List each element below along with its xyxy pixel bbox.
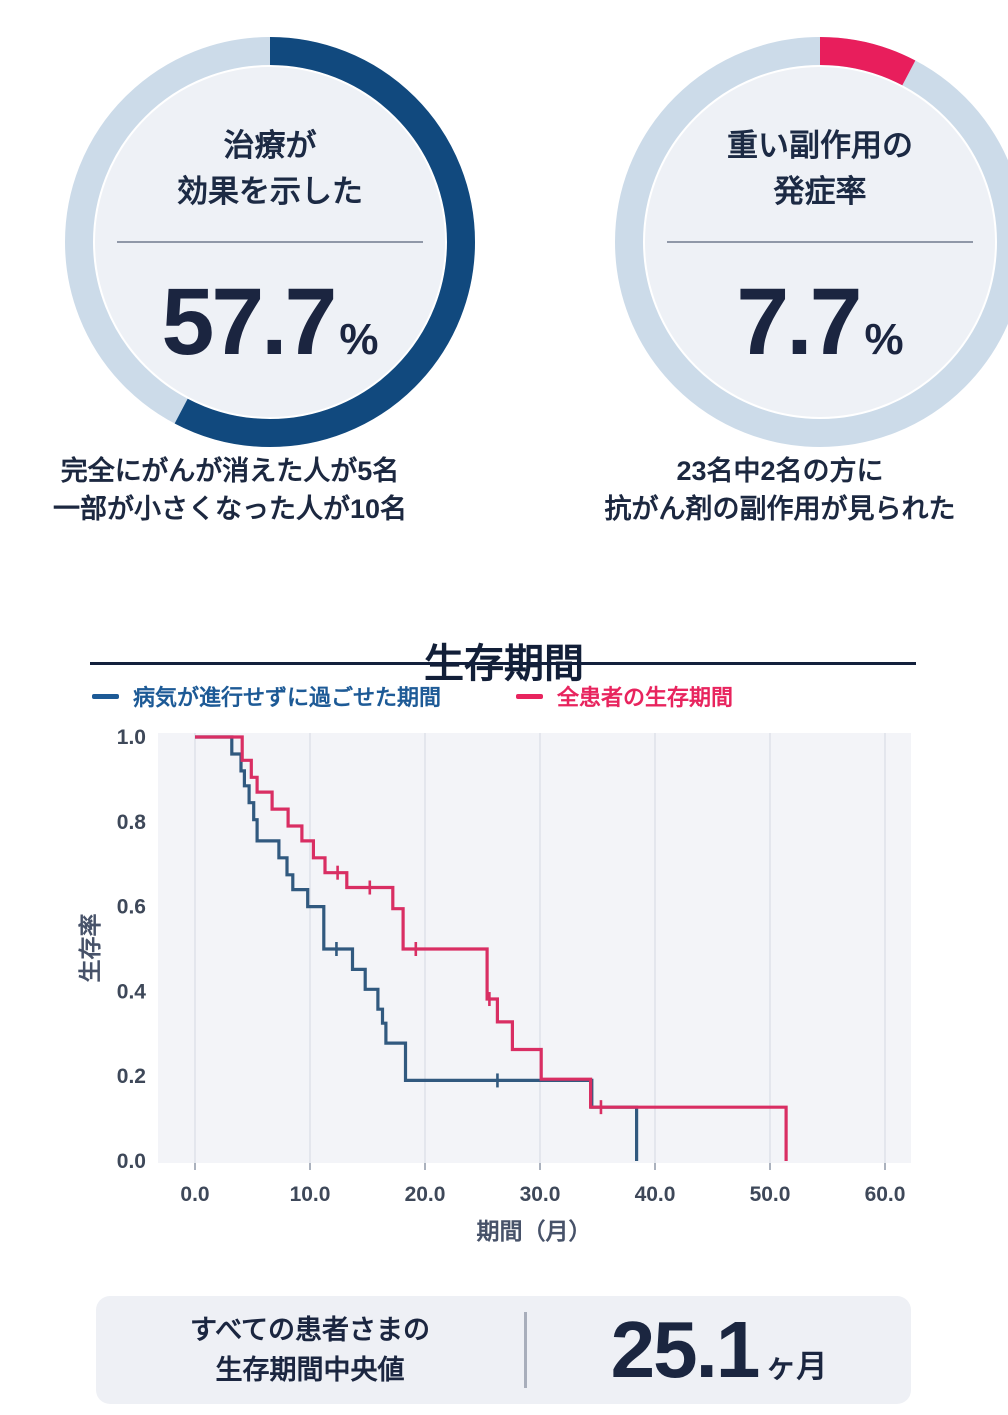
- label-line1: すべての患者さまの: [189, 1315, 431, 1345]
- y-axis-title: 生存率: [77, 914, 103, 983]
- y-tick-label: 0.2: [117, 1065, 146, 1088]
- donut-percent-number: 7.7: [736, 269, 862, 375]
- label-line2: 生存期間中央値: [215, 1355, 405, 1385]
- legend-label-pfs: 病気が進行せずに過ごせた期間: [133, 685, 442, 710]
- donut-value-arc: [65, 37, 475, 447]
- donut-divider-line: [117, 241, 423, 243]
- plot-background: [158, 733, 911, 1163]
- months-unit: ヶ月: [765, 1349, 828, 1384]
- donut-percent-number: 57.7: [161, 269, 337, 375]
- median-survival-card: すべての患者さまの 生存期間中央値 25.1 ヶ月: [96, 1296, 911, 1404]
- y-tick-label: 0.6: [117, 896, 146, 919]
- y-tick-label: 0.0: [117, 1150, 146, 1173]
- donut-title: 治療が 効果を示した: [65, 123, 475, 215]
- caption-line1: 完全にがんが消えた人が5名: [60, 456, 400, 486]
- x-tick-label: 60.0: [865, 1183, 906, 1206]
- donut-title-line2: 効果を示した: [177, 174, 363, 209]
- donut-adverse-rate: 重い副作用の 発症率 7.7 %: [615, 37, 1008, 447]
- legend-dash-pfs: [92, 693, 119, 699]
- x-tick-label: 10.0: [290, 1183, 331, 1206]
- caption-line2: 抗がん剤の副作用が見られた: [604, 494, 956, 524]
- km-curve-os: [195, 735, 788, 1161]
- median-survival-value: 25.1 ヶ月: [527, 1296, 911, 1404]
- donut-title-line2: 発症率: [773, 174, 867, 209]
- legend-dash-os: [516, 693, 544, 699]
- legend-label-os: 全患者の生存期間: [557, 685, 734, 710]
- donut-value-arc: [615, 37, 1008, 447]
- card-divider: [524, 1312, 527, 1388]
- x-tick-label: 0.0: [180, 1183, 209, 1206]
- x-tick-label: 20.0: [405, 1183, 446, 1206]
- y-tick-label: 0.4: [117, 980, 147, 1003]
- donut-response-caption: 完全にがんが消えた人が5名 一部が小さくなった人が10名: [15, 452, 445, 528]
- donut-title: 重い副作用の 発症率: [615, 123, 1008, 215]
- percent-sign: %: [864, 315, 904, 364]
- donut-value: 57.7 %: [65, 269, 475, 393]
- y-tick-label: 1.0: [117, 726, 146, 749]
- x-axis-title: 期間（月）: [477, 1218, 592, 1244]
- x-tick-label: 40.0: [635, 1183, 676, 1206]
- median-months-number: 25.1: [610, 1305, 761, 1394]
- median-survival-label: すべての患者さまの 生存期間中央値: [96, 1296, 524, 1404]
- donut-title-line1: 重い副作用の: [727, 128, 913, 163]
- donut-divider-line: [667, 241, 973, 243]
- donut-value: 7.7 %: [615, 269, 1008, 393]
- donut-title-line1: 治療が: [223, 128, 317, 163]
- chart-legend: 病気が進行せずに過ごせた期間 全患者の生存期間: [92, 682, 733, 710]
- km-curve-pfs: [195, 735, 639, 1161]
- donut-adverse-caption: 23名中2名の方に 抗がん剤の副作用が見られた: [565, 452, 995, 528]
- title-underline: [90, 662, 916, 665]
- donut-response-rate: 治療が 効果を示した 57.7 %: [65, 37, 475, 447]
- x-tick-label: 50.0: [750, 1183, 791, 1206]
- caption-line1: 23名中2名の方に: [676, 456, 884, 486]
- caption-line2: 一部が小さくなった人が10名: [52, 494, 408, 524]
- percent-sign: %: [339, 315, 379, 364]
- x-tick-label: 30.0: [520, 1183, 561, 1206]
- y-tick-label: 0.8: [117, 811, 147, 834]
